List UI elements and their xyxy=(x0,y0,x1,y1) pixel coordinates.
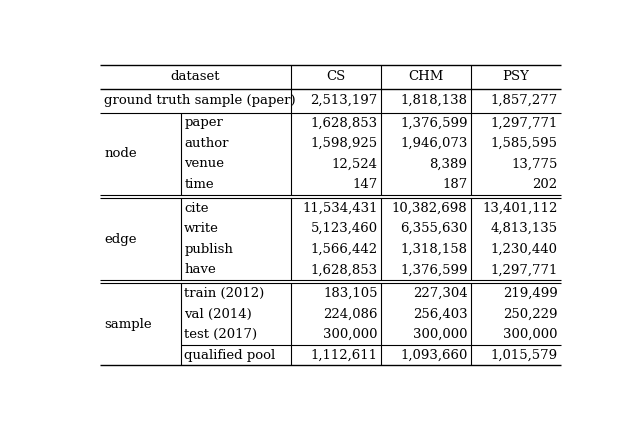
Text: publish: publish xyxy=(184,243,233,256)
Text: val (2014): val (2014) xyxy=(184,307,252,321)
Text: 227,304: 227,304 xyxy=(413,287,467,300)
Text: CHM: CHM xyxy=(408,70,444,83)
Text: 1,376,599: 1,376,599 xyxy=(400,263,467,276)
Text: 202: 202 xyxy=(532,178,557,191)
Text: 1,015,579: 1,015,579 xyxy=(490,349,557,362)
Text: cite: cite xyxy=(184,202,209,215)
Text: 2,513,197: 2,513,197 xyxy=(310,94,378,107)
Text: 12,524: 12,524 xyxy=(332,157,378,170)
Text: CS: CS xyxy=(326,70,346,83)
Text: qualified pool: qualified pool xyxy=(184,349,275,362)
Text: 1,230,440: 1,230,440 xyxy=(490,243,557,256)
Text: 1,585,595: 1,585,595 xyxy=(490,137,557,150)
Text: write: write xyxy=(184,222,219,235)
Text: node: node xyxy=(104,147,137,160)
Text: 1,628,853: 1,628,853 xyxy=(310,263,378,276)
Text: 4,813,135: 4,813,135 xyxy=(490,222,557,235)
Text: author: author xyxy=(184,137,228,150)
Text: paper: paper xyxy=(184,116,223,129)
Text: 250,229: 250,229 xyxy=(503,307,557,321)
Text: test (2017): test (2017) xyxy=(184,328,257,341)
Text: 256,403: 256,403 xyxy=(413,307,467,321)
Text: have: have xyxy=(184,263,216,276)
Text: 187: 187 xyxy=(442,178,467,191)
Text: 1,818,138: 1,818,138 xyxy=(401,94,467,107)
Text: 5,123,460: 5,123,460 xyxy=(310,222,378,235)
Text: 13,775: 13,775 xyxy=(511,157,557,170)
Text: venue: venue xyxy=(184,157,224,170)
Text: 300,000: 300,000 xyxy=(323,328,378,341)
Text: 1,598,925: 1,598,925 xyxy=(310,137,378,150)
Text: 1,628,853: 1,628,853 xyxy=(310,116,378,129)
Text: 300,000: 300,000 xyxy=(503,328,557,341)
Text: 1,376,599: 1,376,599 xyxy=(400,116,467,129)
Text: 1,112,611: 1,112,611 xyxy=(310,349,378,362)
Text: 11,534,431: 11,534,431 xyxy=(302,202,378,215)
Text: edge: edge xyxy=(104,233,137,246)
Text: 219,499: 219,499 xyxy=(502,287,557,300)
Text: 8,389: 8,389 xyxy=(429,157,467,170)
Text: dataset: dataset xyxy=(171,70,220,83)
Text: PSY: PSY xyxy=(502,70,529,83)
Text: 13,401,112: 13,401,112 xyxy=(482,202,557,215)
Text: time: time xyxy=(184,178,214,191)
Text: 10,382,698: 10,382,698 xyxy=(392,202,467,215)
Text: 147: 147 xyxy=(352,178,378,191)
Text: 6,355,630: 6,355,630 xyxy=(400,222,467,235)
Text: ground truth sample (paper): ground truth sample (paper) xyxy=(104,94,295,107)
Text: sample: sample xyxy=(104,318,152,331)
Text: train (2012): train (2012) xyxy=(184,287,264,300)
Text: 1,857,277: 1,857,277 xyxy=(490,94,557,107)
Text: 300,000: 300,000 xyxy=(413,328,467,341)
Text: 1,093,660: 1,093,660 xyxy=(400,349,467,362)
Text: 224,086: 224,086 xyxy=(323,307,378,321)
Text: 1,566,442: 1,566,442 xyxy=(310,243,378,256)
Text: 183,105: 183,105 xyxy=(323,287,378,300)
Text: 1,297,771: 1,297,771 xyxy=(490,116,557,129)
Text: 1,946,073: 1,946,073 xyxy=(400,137,467,150)
Text: 1,318,158: 1,318,158 xyxy=(401,243,467,256)
Text: 1,297,771: 1,297,771 xyxy=(490,263,557,276)
